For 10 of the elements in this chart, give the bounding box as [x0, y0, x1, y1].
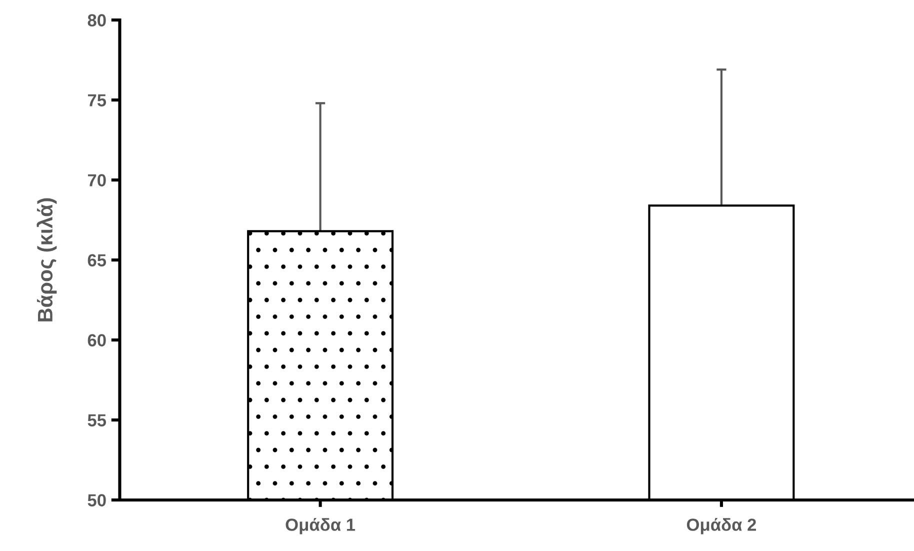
x-tick-label: Ομάδα 2	[686, 518, 756, 534]
y-tick-label: 70	[88, 174, 106, 186]
y-tick-label: 60	[88, 334, 106, 346]
x-tick-label: Ομάδα 1	[286, 518, 356, 534]
y-axis-title: Βάρος (κιλά)	[36, 198, 57, 322]
y-tick-label: 80	[88, 14, 106, 26]
y-tick-label: 55	[88, 414, 106, 426]
y-tick-label: 50	[88, 494, 106, 506]
y-tick-label: 75	[88, 94, 106, 106]
y-tick-label: 65	[88, 254, 106, 266]
